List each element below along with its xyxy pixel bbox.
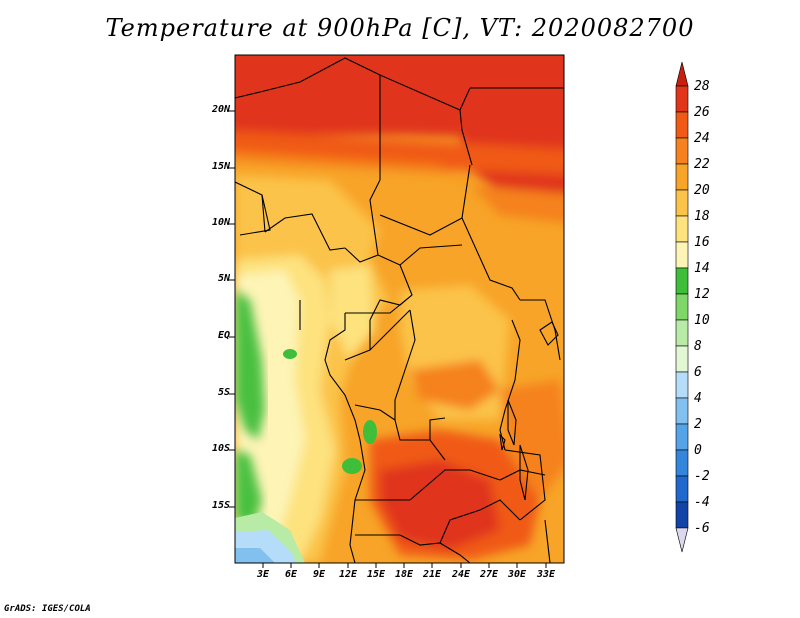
colorbar-label: -4 — [694, 495, 710, 510]
lat-ticks — [229, 110, 235, 508]
colorbar-label: 28 — [694, 79, 710, 94]
colorbar-label: 14 — [694, 261, 710, 276]
colorbar-swatch — [675, 371, 689, 399]
colorbar-label: -6 — [694, 521, 710, 536]
colorbar-swatch — [675, 241, 689, 269]
lat-label-15n: 15N — [211, 161, 230, 172]
lon-label-27e: 27E — [479, 569, 499, 580]
colorbar-swatch — [675, 319, 689, 347]
lon-label-21e: 21E — [422, 569, 442, 580]
lat-label-5n: 5N — [217, 273, 230, 284]
lat-label-5s: 5S — [217, 387, 230, 398]
colorbar-label: 2 — [694, 417, 702, 432]
map-frame — [234, 54, 565, 564]
lon-label-12e: 12E — [338, 569, 358, 580]
colorbar-swatch — [675, 189, 689, 217]
lon-label-24e: 24E — [451, 569, 471, 580]
lon-ticks — [262, 563, 547, 568]
lat-label-10n: 10N — [211, 217, 230, 228]
footer-credit: GrADS: IGES/COLA — [4, 604, 91, 614]
colorbar-swatch — [675, 137, 689, 165]
colorbar-label: 20 — [694, 183, 710, 198]
colorbar-swatch — [675, 293, 689, 321]
lon-label-33e: 33E — [536, 569, 556, 580]
colorbar-arrow-bottom — [675, 527, 689, 553]
colorbar-label: 26 — [694, 105, 710, 120]
colorbar-swatch — [675, 449, 689, 477]
lat-label-eq: EQ — [217, 330, 230, 341]
lon-label-30e: 30E — [507, 569, 527, 580]
colorbar-swatch — [675, 163, 689, 191]
colorbar-label: 8 — [694, 339, 702, 354]
colorbar-label: 4 — [694, 391, 702, 406]
colorbar-swatch — [675, 475, 689, 503]
colorbar-label: 0 — [694, 443, 702, 458]
colorbar-label: 16 — [694, 235, 710, 250]
colorbar-swatch — [675, 267, 689, 295]
lakes — [499, 321, 559, 501]
lon-label-6e: 6E — [284, 569, 298, 580]
colorbar-swatch — [675, 423, 689, 451]
temperature-field — [235, 55, 564, 563]
colorbar-swatch — [675, 85, 689, 113]
lon-label-15e: 15E — [366, 569, 386, 580]
colorbar-label: 18 — [694, 209, 710, 224]
lon-label-3e: 3E — [256, 569, 270, 580]
colorbar-swatch — [675, 397, 689, 425]
colorbar-label: 6 — [694, 365, 702, 380]
lon-label-9e: 9E — [312, 569, 326, 580]
colorbar-swatch — [675, 345, 689, 373]
lat-label-20n: 20N — [211, 104, 230, 115]
colorbar-arrow-top — [675, 61, 689, 87]
lat-label-10s: 10S — [211, 443, 230, 454]
colorbar — [675, 61, 689, 553]
lat-label-15s: 15S — [211, 500, 230, 511]
chart-title: Temperature at 900hPa [C], VT: 202008270… — [105, 14, 695, 42]
colorbar-label: -2 — [694, 469, 710, 484]
colorbar-label: 10 — [694, 313, 710, 328]
colorbar-swatch — [675, 111, 689, 139]
country-borders — [235, 57, 564, 563]
colorbar-label: 24 — [694, 131, 710, 146]
lon-label-18e: 18E — [394, 569, 414, 580]
colorbar-label: 22 — [694, 157, 710, 172]
colorbar-swatch — [675, 215, 689, 243]
colorbar-swatch — [675, 501, 689, 529]
colorbar-label: 12 — [694, 287, 710, 302]
